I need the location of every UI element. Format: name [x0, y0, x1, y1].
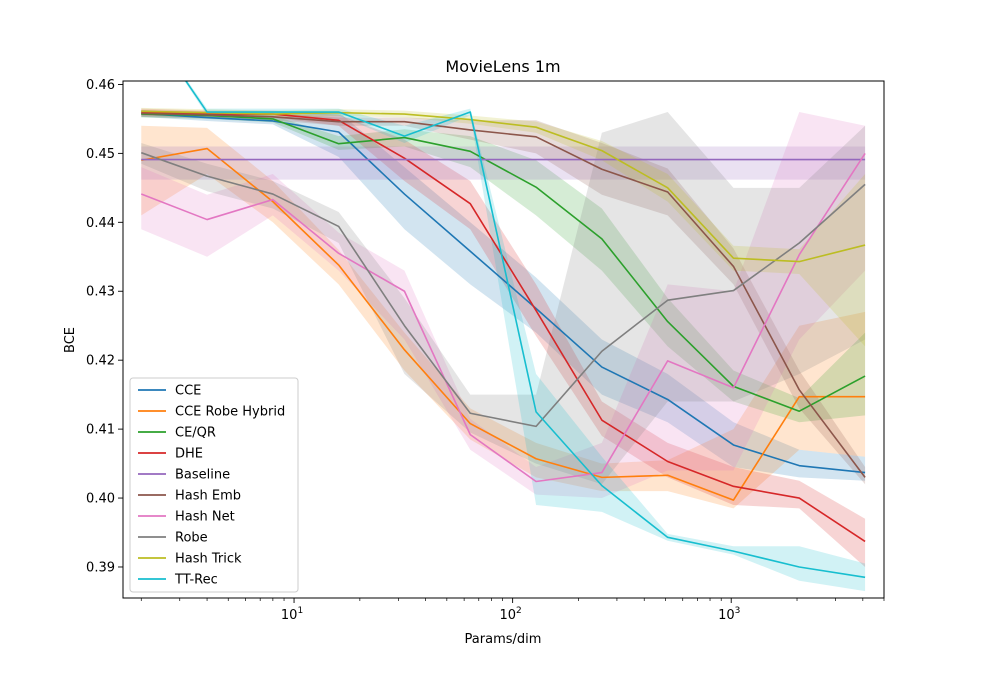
y-tick-label: 0.44 [86, 216, 115, 231]
x-axis: 101 102 103 [140, 598, 885, 623]
line-hash-emb [141, 112, 866, 478]
x-tick-label: 102 [499, 606, 521, 623]
legend-label-hash-emb: Hash Emb [175, 489, 241, 504]
y-tick-label: 0.45 [86, 147, 115, 162]
band-tt-rec [184, 81, 866, 592]
band-hash-emb [141, 109, 866, 485]
band-cce [141, 109, 866, 481]
legend-label-tt-rec: TT-Rec [174, 573, 218, 588]
legend-label-baseline: Baseline [175, 468, 230, 483]
y-tick-label: 0.40 [86, 492, 115, 507]
legend-label-hash-trick: Hash Trick [175, 552, 242, 567]
legend-label-robe: Robe [175, 531, 208, 546]
x-axis-label: Params/dim [465, 632, 542, 647]
confidence-bands [141, 81, 866, 592]
y-tick-label: 0.46 [86, 78, 115, 93]
legend-frame [129, 377, 299, 593]
legend-label-cce: CCE [175, 384, 201, 399]
line-hash-trick [141, 110, 866, 263]
legend-label-ce-qr: CE/QR [175, 426, 216, 441]
series-lines [140, 81, 866, 579]
legend-label-cce-robe-hybrid: CCE Robe Hybrid [175, 405, 285, 420]
line-robe [140, 151, 866, 428]
legend-label-hash-net: Hash Net [175, 510, 235, 525]
line-cce [141, 112, 866, 474]
line-hash-net [140, 152, 866, 483]
chart-title: MovieLens 1m [445, 57, 560, 76]
legend: CCE CCE Robe Hybrid CE/QR DHE Baseline Hash E… [129, 377, 299, 593]
band-cce-robe-hybrid [141, 125, 866, 509]
y-axis-label: BCE [63, 327, 78, 353]
legend-label-dhe: DHE [175, 447, 203, 462]
y-tick-label: 0.42 [86, 354, 115, 369]
line-tt-rec [184, 81, 866, 579]
band-baseline [141, 146, 866, 180]
x-tick-label: 103 [718, 606, 740, 623]
y-axis: 0.39 0.40 0.41 0.42 0.43 0.44 0.45 0.46 [86, 78, 123, 575]
y-tick-label: 0.41 [86, 423, 115, 438]
plot-frame [122, 80, 885, 599]
line-cce-robe-hybrid [141, 147, 866, 501]
x-tick-label: 101 [281, 606, 303, 623]
band-hash-net [141, 112, 866, 499]
band-ce-qr [141, 110, 866, 423]
y-tick-label: 0.39 [86, 560, 115, 575]
line-ce-qr [141, 113, 866, 412]
y-tick-label: 0.43 [86, 285, 115, 300]
band-dhe [141, 108, 866, 567]
